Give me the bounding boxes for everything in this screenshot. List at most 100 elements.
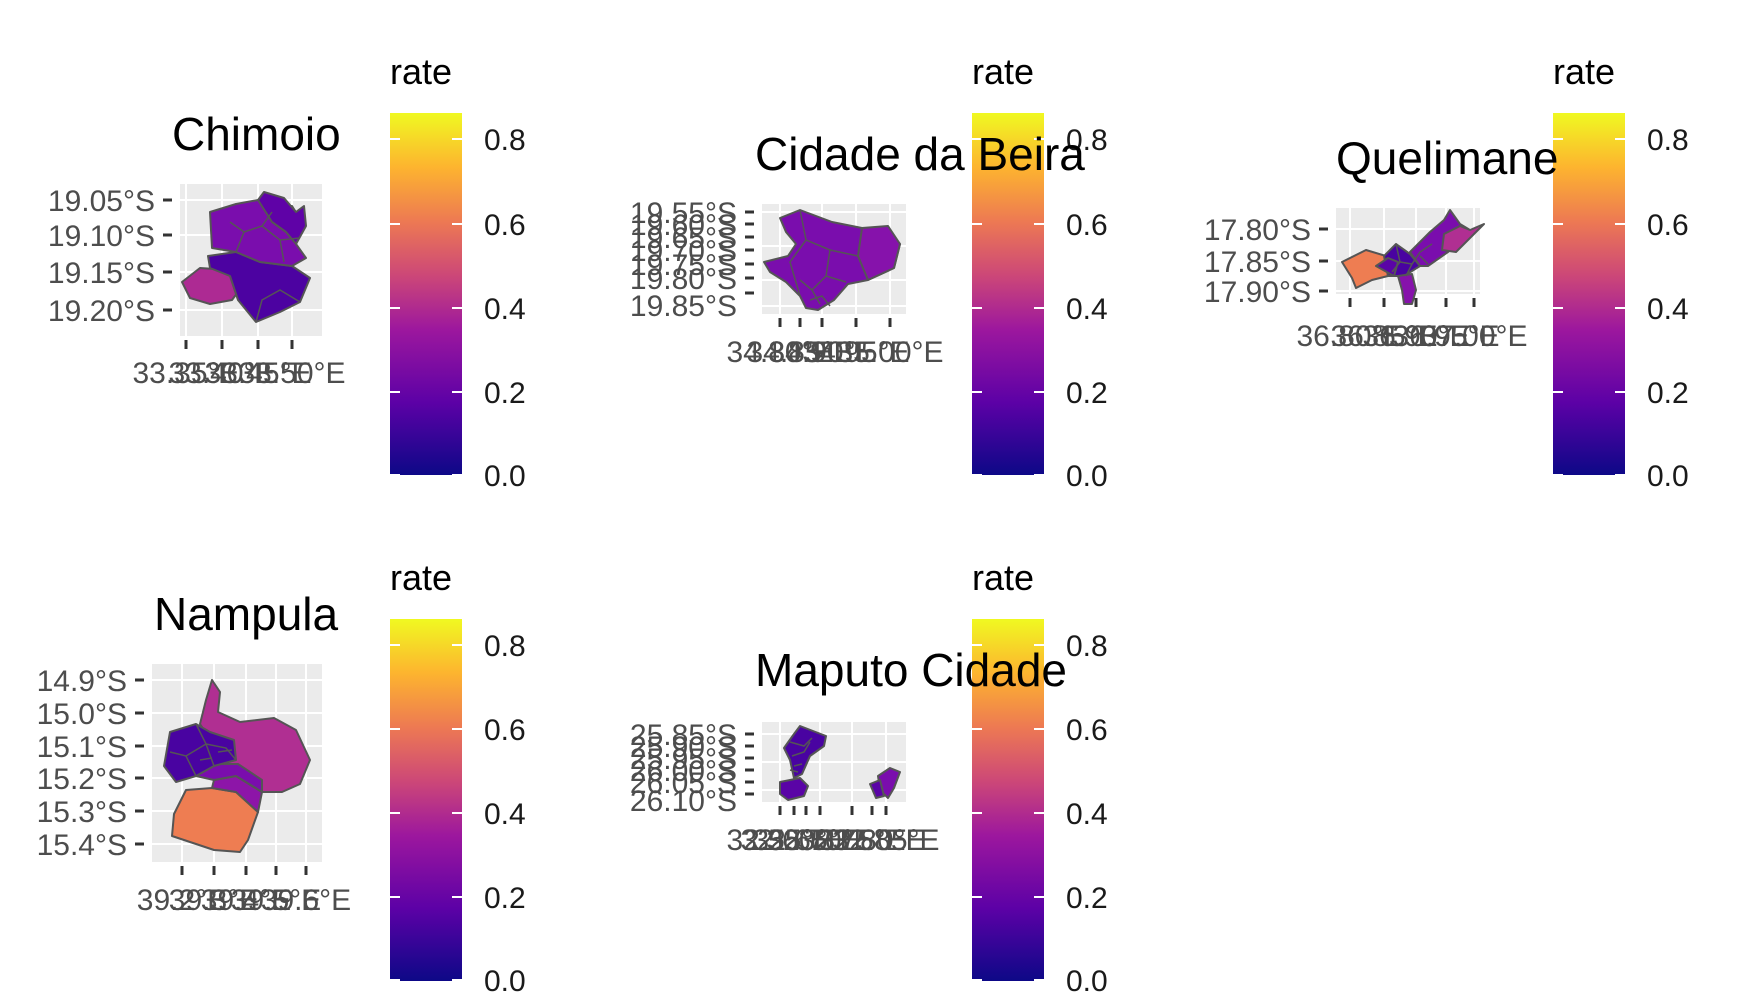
- legend-tick-label: 0.8: [1647, 124, 1689, 157]
- legend-maputo-cidade: rate 0.8 0.6 0.4 0.2 0.0: [972, 557, 1108, 998]
- map-panel-quelimane: 17.80°S 17.85°S 17.90°S 36.80°E 36.85°E …: [1204, 208, 1528, 353]
- y-tick-label: 19.55°S: [630, 197, 737, 230]
- x-tick-label: 39.6°E: [261, 884, 351, 917]
- y-axis: 25.85°S 25.90°S 25.95°S 26.00°S 26.05°S …: [630, 719, 754, 818]
- district-region: [1341, 249, 1389, 289]
- colorbar: [390, 619, 462, 981]
- x-tick-label: 32.70°E: [766, 824, 873, 857]
- district-polygons: [1341, 209, 1485, 305]
- y-tick-label: 19.85°S: [630, 290, 737, 323]
- legend-tick-label: 0.6: [1066, 714, 1108, 747]
- map-panel-chimoio: Chimoio 19.05°S 19.10°S: [48, 108, 346, 390]
- legend-chimoio: rate 0.8 0.6 0.4 0.2 0.0: [390, 51, 526, 493]
- x-tick-label: 32.75°E: [798, 824, 905, 857]
- district-polygons: [763, 209, 901, 311]
- y-axis: 17.80°S 17.85°S 17.90°S: [1204, 214, 1328, 309]
- y-tick-label: 19.10°S: [48, 220, 155, 253]
- legend-tick-label: 0.0: [484, 965, 526, 998]
- x-tick-label: 35.00°E: [836, 336, 943, 369]
- district-region: [1441, 223, 1485, 253]
- x-tick-label: 36.95°E: [1392, 320, 1499, 353]
- y-axis: 19.55°S 19.60°S 19.65°S 19.70°S 19.75°S …: [630, 197, 754, 323]
- x-tick-label: 39.2°E: [137, 884, 227, 917]
- legend-title: rate: [390, 557, 452, 598]
- map-title: Quelimane: [1336, 132, 1558, 184]
- legend-cidade-da-beira: rate 0.8 0.6 0.4 0.2 0.0: [972, 51, 1108, 493]
- legend-tick-label: 0.4: [1647, 293, 1689, 326]
- legend-tick-label: 0.2: [484, 377, 526, 410]
- colorbar: [390, 113, 462, 475]
- y-tick-label: 19.20°S: [48, 295, 155, 328]
- x-tick-label: 36.85°E: [1330, 320, 1437, 353]
- map-title: Nampula: [154, 588, 339, 640]
- x-axis: 34.80°E 34.85°E 34.90°E 34.95°E 35.00°E: [726, 318, 944, 369]
- legend-title: rate: [972, 557, 1034, 598]
- colorbar: [1553, 113, 1625, 475]
- y-tick-label: 19.80°S: [630, 263, 737, 296]
- y-tick-label: 15.2°S: [37, 763, 127, 796]
- colorbar: [972, 113, 1044, 475]
- legend-tick-label: 0.0: [1647, 460, 1689, 493]
- legend-title: rate: [1553, 51, 1615, 92]
- x-tick-label: 36.80°E: [1296, 320, 1403, 353]
- legend-tick-label: 0.0: [484, 460, 526, 493]
- y-tick-label: 15.1°S: [37, 731, 127, 764]
- legend-tick-label: 0.6: [1647, 209, 1689, 242]
- x-tick-label: 32.65°E: [752, 824, 859, 857]
- legend-tick-label: 0.6: [484, 209, 526, 242]
- district-region: [869, 779, 885, 799]
- y-tick-label: 19.05°S: [48, 185, 155, 218]
- district-region: [163, 723, 237, 783]
- legend-tick-label: 0.0: [1066, 460, 1108, 493]
- x-tick-label: 39.5°E: [231, 884, 321, 917]
- x-axis: 33.35°E 33.40°E 33.45°E 33.50°E: [132, 340, 346, 390]
- y-tick-label: 25.85°S: [630, 719, 737, 752]
- y-tick-label: 19.60°S: [630, 209, 737, 242]
- district-region: [1397, 273, 1417, 305]
- legend-tick-label: 0.0: [1066, 965, 1108, 998]
- x-tick-label: 34.85°E: [746, 336, 853, 369]
- x-tick-label: 32.85°E: [832, 824, 939, 857]
- district-polygons: [779, 725, 901, 801]
- district-polygons: [181, 191, 311, 323]
- x-tick-label: 32.60°E: [740, 824, 847, 857]
- x-axis: 36.80°E 36.85°E 36.90°E 36.95°E 37.00°E: [1296, 298, 1528, 353]
- x-tick-label: 33.50°E: [238, 357, 345, 390]
- y-tick-label: 26.10°S: [630, 785, 737, 818]
- legend-tick-label: 0.4: [484, 798, 526, 831]
- y-tick-label: 19.70°S: [630, 235, 737, 268]
- legend-tick-label: 0.8: [484, 630, 526, 663]
- map-title: Maputo Cidade: [755, 644, 1067, 696]
- legend-tick-label: 0.2: [484, 882, 526, 915]
- legend-tick-label: 0.4: [1066, 293, 1108, 326]
- legend-tick-label: 0.2: [1066, 377, 1108, 410]
- map-panel-cidade-da-beira: 19.55°S 19.60°S 19.65°S 19.70°S 19.75°S …: [630, 197, 944, 369]
- colorbar: [972, 619, 1044, 981]
- x-tick-label: 36.90°E: [1362, 320, 1469, 353]
- legend-tick-label: 0.8: [484, 124, 526, 157]
- y-axis: 14.9°S 15.0°S 15.1°S 15.2°S 15.3°S 15.4°…: [37, 665, 144, 862]
- y-tick-label: 15.3°S: [37, 796, 127, 829]
- x-tick-label: 32.55°E: [726, 824, 833, 857]
- y-tick-label: 26.00°S: [630, 755, 737, 788]
- legend-tick-label: 0.6: [484, 714, 526, 747]
- x-tick-label: 37.00°E: [1420, 320, 1527, 353]
- x-tick-label: 34.90°E: [768, 336, 875, 369]
- x-tick-label: 34.80°E: [726, 336, 833, 369]
- y-tick-label: 25.90°S: [630, 731, 737, 764]
- district-region: [783, 725, 827, 779]
- y-tick-label: 19.15°S: [48, 257, 155, 290]
- legend-tick-label: 0.8: [1066, 124, 1108, 157]
- y-tick-label: 25.95°S: [630, 743, 737, 776]
- x-tick-label: 33.40°E: [168, 357, 275, 390]
- x-tick-label: 39.4°E: [201, 884, 291, 917]
- x-tick-label: 39.3°E: [169, 884, 259, 917]
- legend-nampula: rate 0.8 0.6 0.4 0.2 0.0: [390, 557, 526, 998]
- map-title: Chimoio: [172, 108, 341, 160]
- legend-title: rate: [972, 51, 1034, 92]
- legend-title: rate: [390, 51, 452, 92]
- x-tick-label: 33.35°E: [132, 357, 239, 390]
- legend-tick-label: 0.2: [1647, 377, 1689, 410]
- y-tick-label: 26.05°S: [630, 767, 737, 800]
